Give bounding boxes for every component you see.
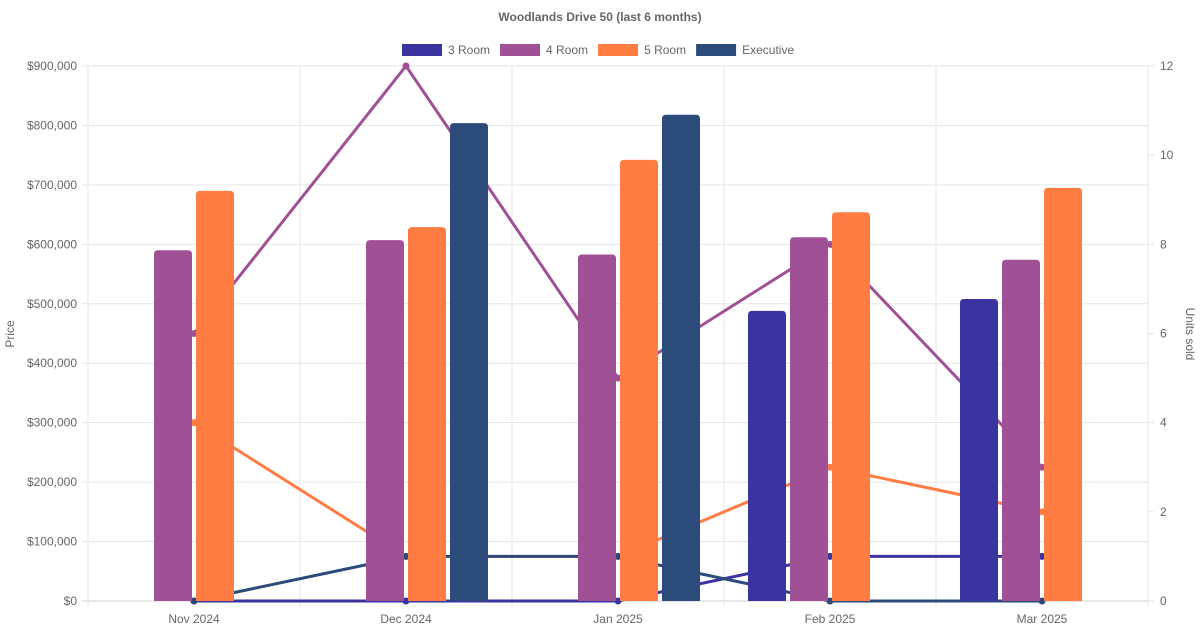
units-line-executive — [193, 554, 1042, 603]
price-bar-5-room — [832, 212, 870, 601]
units-point — [1038, 552, 1046, 560]
units-point — [1038, 508, 1046, 516]
units-line-3-room — [194, 554, 1042, 603]
units-point — [190, 330, 198, 337]
price-bar-5-room — [620, 159, 658, 601]
y2-axis-label: Units sold — [1183, 308, 1197, 361]
units-point — [826, 463, 834, 471]
line-series — [190, 62, 1046, 605]
units-point — [614, 552, 622, 560]
y-tick-label: $700,000 — [27, 178, 77, 192]
legend-label: Executive — [742, 43, 794, 57]
units-line-4-room — [192, 63, 1044, 469]
price-bar-5-room — [196, 190, 234, 602]
units-point — [614, 597, 622, 605]
x-tick-label: Mar 2025 — [1017, 612, 1068, 626]
units-point — [190, 597, 198, 605]
y2-tick-label: 12 — [1160, 59, 1174, 73]
y2-tick-label: 2 — [1160, 505, 1167, 519]
units-point — [614, 374, 622, 382]
axes: $0 $100,000 $200,000 $300,000 $400,000 $500,0… — [27, 59, 1174, 626]
price-bar-executive — [450, 123, 488, 602]
y2-tick-label: 6 — [1160, 327, 1167, 341]
y-tick-label: $400,000 — [27, 356, 77, 370]
units-point — [1038, 463, 1046, 471]
y-tick-label: $800,000 — [27, 118, 77, 132]
price-bar-4-room — [366, 240, 404, 601]
x-tick-label: Nov 2024 — [168, 612, 220, 626]
price-bar-5-room — [408, 227, 446, 601]
y-tick-label: $200,000 — [27, 475, 77, 489]
units-line-5-room — [193, 421, 1043, 558]
bar-series — [154, 114, 1082, 602]
price-bar-4-room — [1002, 259, 1040, 601]
units-point — [826, 552, 834, 560]
units-point — [402, 552, 410, 560]
legend-swatch — [500, 44, 541, 56]
legend-label: 3 Room — [448, 43, 490, 57]
y2-tick-label: 0 — [1160, 594, 1167, 608]
price-bar-4-room — [790, 237, 828, 601]
price-bar-executive — [662, 114, 700, 601]
x-tick-label: Jan 2025 — [593, 612, 643, 626]
y-tick-label: $900,000 — [27, 59, 77, 73]
units-point — [190, 419, 198, 427]
y2-tick-label: 10 — [1160, 148, 1174, 162]
legend-label: 4 Room — [546, 43, 588, 57]
price-bar-3-room — [960, 299, 998, 601]
legend-label: 5 Room — [644, 43, 686, 57]
y-tick-label: $100,000 — [27, 535, 77, 549]
price-bar-4-room — [154, 250, 192, 601]
y-tick-label: $0 — [64, 594, 78, 608]
x-tick-label: Feb 2025 — [805, 612, 856, 626]
units-point — [826, 597, 834, 605]
units-point — [402, 597, 410, 605]
legend: 3 Room 4 Room 5 Room Executive — [402, 43, 794, 57]
legend-swatch — [402, 44, 442, 56]
units-point — [402, 62, 410, 70]
price-bar-5-room — [1044, 187, 1082, 601]
y-tick-label: $600,000 — [27, 237, 77, 251]
price-bar-4-room — [578, 254, 616, 601]
y2-tick-label: 4 — [1160, 416, 1167, 430]
legend-swatch — [598, 44, 639, 56]
legend-swatch — [696, 44, 737, 56]
y-tick-label: $500,000 — [27, 297, 77, 311]
units-point — [826, 240, 834, 248]
chart-title: Woodlands Drive 50 (last 6 months) — [498, 10, 701, 24]
y-tick-label: $300,000 — [27, 416, 77, 430]
y2-tick-label: 8 — [1160, 237, 1167, 251]
x-tick-label: Dec 2024 — [380, 612, 432, 626]
units-point — [1038, 597, 1046, 605]
y-axis-label: Price — [3, 320, 17, 348]
price-bar-3-room — [748, 310, 786, 601]
